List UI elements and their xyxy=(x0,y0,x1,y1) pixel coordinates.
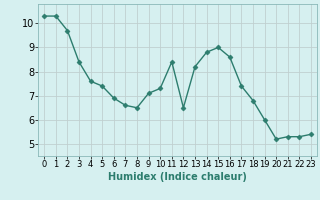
X-axis label: Humidex (Indice chaleur): Humidex (Indice chaleur) xyxy=(108,172,247,182)
